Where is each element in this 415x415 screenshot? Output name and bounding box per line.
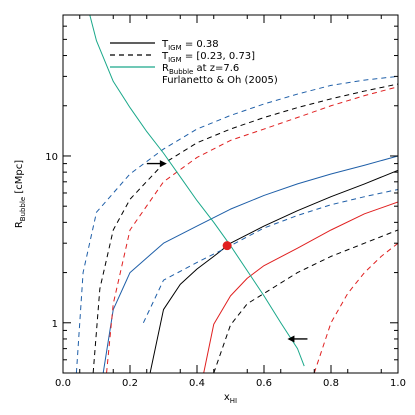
tick-layer: 0.0 0.2 0.4 0.6 0.8 1.0 1 10 xyxy=(45,14,406,389)
legend-entry: RBubble at z=7.6 xyxy=(110,63,239,76)
x-tick-label: 0.2 xyxy=(122,378,138,389)
series-line-3 xyxy=(102,155,398,373)
legend-label: Furlanetto & Oh (2005) xyxy=(162,75,278,86)
x-tick-label: 0.8 xyxy=(323,378,339,389)
legend-entry: Furlanetto & Oh (2005) xyxy=(162,75,278,86)
y-axis-label: RBubble [cMpc] xyxy=(14,160,27,228)
series-line-5 xyxy=(142,188,398,323)
x-tick-label: 1.0 xyxy=(390,378,406,389)
legend-entry: TIGM = 0.38 xyxy=(110,39,219,52)
marker-layer xyxy=(146,160,308,343)
series-line-6 xyxy=(203,201,398,373)
y-tick-label: 10 xyxy=(45,152,58,163)
series-line-8 xyxy=(313,242,398,373)
arrow-marker-1 xyxy=(287,335,308,343)
legend-label: TIGM = 0.38 xyxy=(161,39,219,52)
x-tick-label: 0.0 xyxy=(55,378,71,389)
x-axis-label: xHI xyxy=(224,392,237,405)
x-tick-label: 0.4 xyxy=(189,378,205,389)
y-tick-label: 1 xyxy=(52,319,58,330)
intersection-point xyxy=(222,241,232,251)
series-line-4 xyxy=(75,75,398,373)
series-line-9 xyxy=(89,15,305,367)
series-line-0 xyxy=(149,169,398,373)
series-line-1 xyxy=(92,83,398,373)
x-tick-label: 0.6 xyxy=(256,378,272,389)
legend-entry: TIGM = [0.23, 0.73] xyxy=(110,51,255,64)
legend-label: TIGM = [0.23, 0.73] xyxy=(161,51,255,64)
plot-frame xyxy=(62,14,399,374)
legend-label: RBubble at z=7.6 xyxy=(162,63,239,76)
arrow-marker-0 xyxy=(146,160,167,168)
series-layer xyxy=(75,15,398,373)
series-line-7 xyxy=(106,86,398,373)
series-line-2 xyxy=(213,229,398,373)
